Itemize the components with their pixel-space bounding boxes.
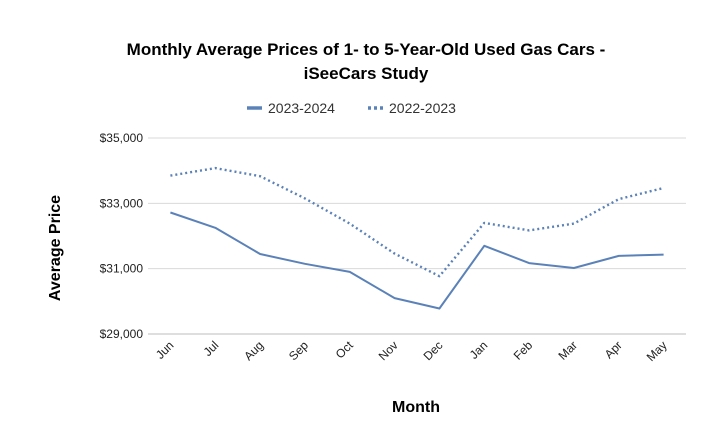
legend: 2023-2024 2022-2023 xyxy=(247,100,456,116)
x-axis-ticks: Jun Jul Aug Sep Oct Nov Dec Jan Feb Mar Apr May xyxy=(153,338,670,364)
y-tick-label: $29,000 xyxy=(100,327,144,341)
x-tick-label: Mar xyxy=(556,338,581,363)
x-tick-label: Apr xyxy=(602,338,625,361)
x-tick-label: Jul xyxy=(201,338,222,359)
x-tick-label: Jun xyxy=(153,338,177,362)
y-axis-ticks: $29,000 $31,000 $33,000 $35,000 xyxy=(100,131,144,341)
chart-title-line2: iSeeCars Study xyxy=(304,64,429,83)
series-line-2023-2024 xyxy=(170,211,664,310)
y-tick-label: $35,000 xyxy=(100,131,144,145)
x-axis-title: Month xyxy=(392,399,440,416)
y-tick-label: $33,000 xyxy=(100,196,144,210)
chart-title-line1: Monthly Average Prices of 1- to 5-Year-O… xyxy=(127,40,606,59)
x-tick-label: May xyxy=(644,338,670,364)
y-axis-title: Average Price xyxy=(47,195,64,301)
x-tick-label: Aug xyxy=(241,338,266,363)
x-tick-label: Dec xyxy=(421,338,446,363)
gridlines xyxy=(148,137,686,335)
x-tick-label: Jan xyxy=(467,338,491,362)
series-line-2022-2023 xyxy=(170,166,664,278)
x-tick-label: Feb xyxy=(511,338,536,363)
legend-label: 2022-2023 xyxy=(389,100,456,116)
x-tick-label: Oct xyxy=(333,338,357,362)
x-tick-label: Sep xyxy=(286,338,311,363)
y-tick-label: $31,000 xyxy=(100,262,144,276)
legend-label: 2023-2024 xyxy=(268,100,335,116)
x-tick-label: Nov xyxy=(376,338,401,363)
series-lines xyxy=(170,166,664,310)
